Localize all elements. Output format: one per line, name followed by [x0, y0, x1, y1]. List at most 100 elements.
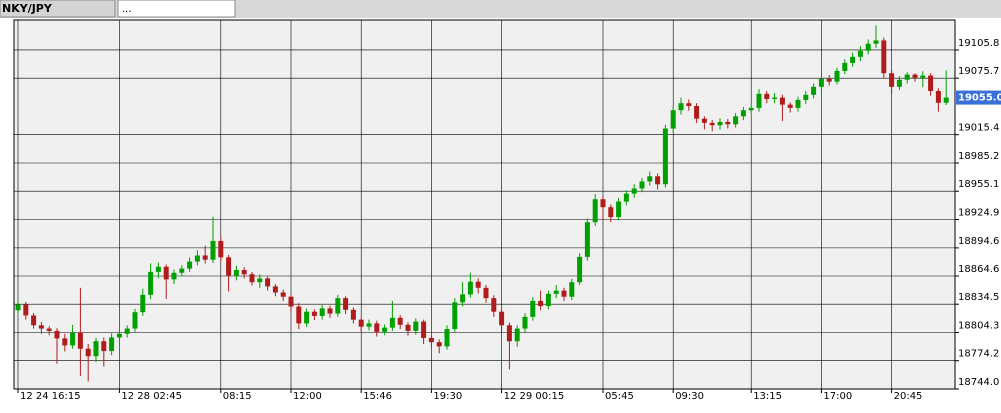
tab-bar [0, 0, 1001, 18]
candle-body [101, 341, 107, 352]
x-tick-label: 12 28 02:45 [121, 391, 182, 402]
last-price-box [956, 90, 1001, 105]
candle-body [623, 193, 629, 202]
candle-body [475, 281, 481, 288]
candle-body [31, 315, 37, 326]
candle-body [374, 323, 380, 332]
candle-body [77, 332, 83, 349]
candle-body [382, 327, 388, 332]
x-tick-label: 15:46 [363, 391, 392, 402]
candle-body [389, 317, 395, 328]
candle-body [428, 337, 434, 343]
y-tick-label: 19075.7 [958, 66, 999, 77]
candle-body [639, 181, 645, 189]
candle-body [280, 292, 286, 297]
candle-body [896, 79, 902, 87]
candle-body [584, 222, 590, 257]
candle-body [920, 75, 926, 78]
candle-body [249, 274, 255, 283]
candle-body [709, 122, 715, 126]
candle-body [733, 116, 739, 125]
candle-body [881, 40, 887, 74]
candle-body [483, 287, 489, 299]
candle-body [889, 73, 895, 87]
candle-body [678, 103, 684, 111]
candle-body [421, 321, 427, 338]
x-tick-label: 12 29 00:15 [504, 391, 565, 402]
candle-body [795, 99, 801, 108]
candle-body [717, 121, 723, 126]
candle-body [171, 272, 177, 280]
candle-body [662, 128, 668, 185]
candle-body [506, 325, 512, 342]
candle-body [194, 255, 200, 262]
candle-body [569, 282, 575, 297]
candle-body [686, 103, 692, 107]
candle-body [928, 75, 934, 92]
candle-body [132, 312, 138, 329]
candle-body [62, 338, 68, 346]
candle-body [46, 328, 52, 331]
tab-label[interactable]: ... [122, 4, 132, 15]
candle-body [272, 286, 278, 293]
x-tick-label: 05:45 [605, 391, 634, 402]
tab[interactable] [117, 0, 236, 18]
candle-body [319, 308, 325, 316]
candle-body [179, 268, 185, 273]
candle-body [616, 201, 622, 218]
candle-body [834, 70, 840, 82]
candle-body [265, 278, 271, 287]
candle-body [405, 324, 411, 331]
candle-body [124, 328, 130, 334]
y-tick-label: 18834.5 [958, 292, 999, 303]
candle-body [116, 333, 122, 338]
last-price-label: 19055.0 [958, 93, 1001, 104]
candle-body [912, 74, 918, 78]
candle-body [647, 176, 653, 182]
candle-body [93, 341, 99, 357]
candle-body [842, 62, 848, 71]
candle-body [608, 207, 614, 218]
candle-body [304, 311, 310, 324]
candle-body [436, 342, 442, 347]
candle-body [740, 110, 746, 117]
candle-body [155, 266, 161, 272]
candle-body [397, 317, 403, 325]
candle-body [772, 97, 778, 99]
candle-body [935, 91, 941, 103]
candle-body [592, 199, 598, 223]
tab-label[interactable]: NKY/JPY [2, 2, 53, 15]
x-tick-label: 09:30 [675, 391, 704, 402]
candle-body [335, 298, 341, 314]
candle-body [943, 97, 949, 103]
y-tick-label: 19015.4 [958, 123, 999, 134]
x-tick-label: 19:30 [433, 391, 462, 402]
y-tick-label: 18894.6 [958, 236, 999, 247]
candle-body [467, 281, 473, 295]
y-tick-label: 18744.0 [958, 377, 999, 388]
plot-area [13, 19, 956, 390]
candle-body [366, 323, 372, 327]
candle-body [38, 325, 44, 329]
candle-body [857, 50, 863, 57]
candle-body [460, 294, 466, 303]
y-tick-label: 18955.1 [958, 179, 999, 190]
candle-body [764, 93, 770, 99]
candle-body [826, 78, 832, 82]
candle-body [787, 104, 793, 108]
candle-body [865, 43, 871, 51]
candle-body [561, 290, 567, 297]
candle-body [187, 261, 193, 269]
x-tick-label: 12 24 16:15 [20, 391, 81, 402]
candle-body [226, 257, 232, 276]
candle-body [15, 304, 21, 311]
candle-body [522, 316, 528, 329]
candle-body [311, 311, 317, 316]
tab-active[interactable] [0, 0, 116, 18]
candle-body [545, 293, 551, 307]
candle-body [803, 94, 809, 100]
x-tick-label: 20:45 [894, 391, 923, 402]
candle-body [413, 321, 419, 331]
x-tick-label: 13:15 [753, 391, 782, 402]
